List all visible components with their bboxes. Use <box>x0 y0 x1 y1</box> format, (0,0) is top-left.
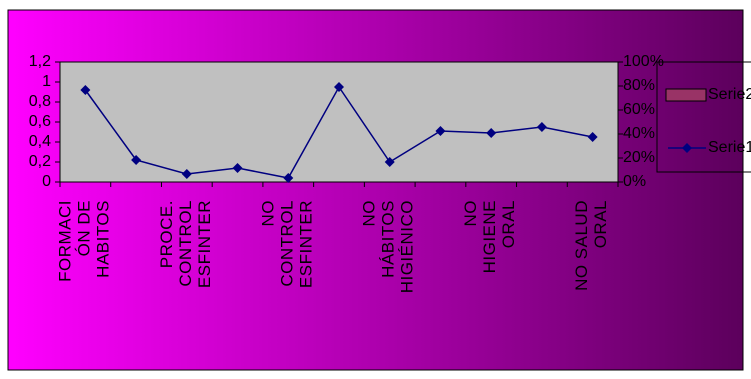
y2-tick-label: 60% <box>623 101 655 118</box>
data-point <box>131 155 142 165</box>
y-tick-label: 1,2 <box>29 53 51 70</box>
y-tick-label: 0,6 <box>29 113 51 130</box>
data-point <box>587 132 598 142</box>
y2-tick-label: 20% <box>623 149 655 166</box>
legend-swatch <box>665 88 707 102</box>
data-point <box>435 126 446 136</box>
x-tick-label-group: NOCONTROLESFINTER <box>259 200 316 288</box>
data-point <box>334 82 344 92</box>
x-tick-label: PROCE.CONTROLESFINTER <box>157 200 214 288</box>
data-point <box>80 85 91 95</box>
x-tick-label: NO SALUDORAL <box>573 200 611 291</box>
y-tick-label: 0,8 <box>29 93 51 110</box>
data-point <box>181 169 192 179</box>
x-tick-label: NOHÁBITOSHIGIÉNICO <box>360 200 417 293</box>
legend-label: Serie1 <box>708 139 751 156</box>
legend-marker <box>682 143 692 153</box>
y-tick-label: 0,4 <box>29 133 51 150</box>
y-tick-label: 1 <box>42 73 51 90</box>
data-point <box>232 163 243 173</box>
x-tick-label: FORMACIÓN DEHABITOS <box>56 200 113 282</box>
legend-box <box>656 61 751 173</box>
y2-tick-label: 80% <box>623 77 655 94</box>
x-tick-label: NOCONTROLESFINTER <box>259 200 316 288</box>
data-point <box>384 157 395 167</box>
x-tick-label-group: FORMACIÓN DEHABITOS <box>56 200 113 282</box>
y2-tick-label: 0% <box>623 173 646 190</box>
x-tick-label-group: NO SALUDORAL <box>573 200 611 291</box>
x-tick-label-group: NOHIGIENEORAL <box>462 200 519 273</box>
x-tick-label-group: NOHÁBITOSHIGIÉNICO <box>360 200 417 293</box>
x-tick-label: NOHIGIENEORAL <box>462 200 519 273</box>
y2-tick-label: 40% <box>623 125 655 142</box>
data-point <box>536 122 547 132</box>
data-point <box>486 128 497 138</box>
x-tick-label-group: PROCE.CONTROLESFINTER <box>157 200 214 288</box>
legend-label: Serie2 <box>708 86 751 103</box>
y-tick-label: 0 <box>42 173 51 190</box>
y-tick-label: 0,2 <box>29 153 51 170</box>
y2-tick-label: 100% <box>623 53 664 70</box>
plot-area <box>59 61 619 183</box>
data-point <box>283 173 294 183</box>
